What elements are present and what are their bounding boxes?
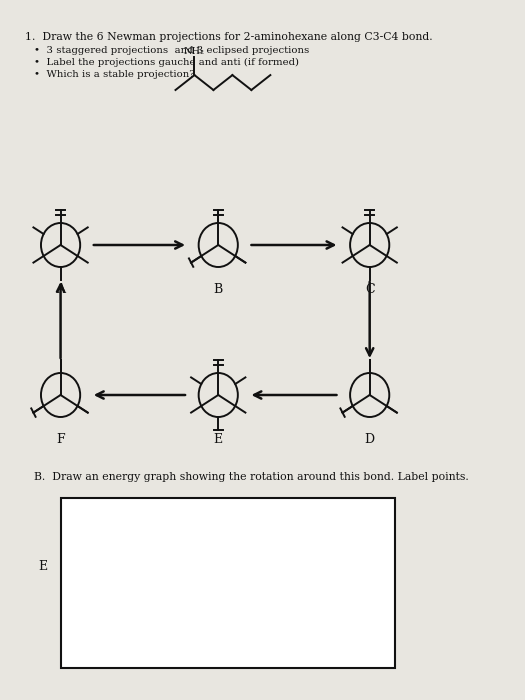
Bar (60, 498, 395, 668)
Text: •  Label the projections gauche and anti (if formed): • Label the projections gauche and anti … (34, 58, 299, 67)
Text: E: E (38, 559, 47, 573)
Text: •  Which is a stable projection?: • Which is a stable projection? (34, 70, 194, 79)
Text: 1.  Draw the 6 Newman projections for 2-aminohexane along C3-C4 bond.: 1. Draw the 6 Newman projections for 2-a… (25, 32, 433, 42)
Text: C: C (365, 283, 374, 296)
Text: F: F (56, 433, 65, 446)
Text: B.  Draw an energy graph showing the rotation around this bond. Label points.: B. Draw an energy graph showing the rota… (34, 472, 469, 482)
Text: E: E (214, 433, 223, 446)
Text: A: A (56, 283, 65, 296)
Text: B: B (214, 283, 223, 296)
Text: D: D (365, 433, 375, 446)
Text: NH₂: NH₂ (184, 47, 205, 56)
Text: •  3 staggered projections  and 3 eclipsed projections: • 3 staggered projections and 3 eclipsed… (34, 46, 309, 55)
